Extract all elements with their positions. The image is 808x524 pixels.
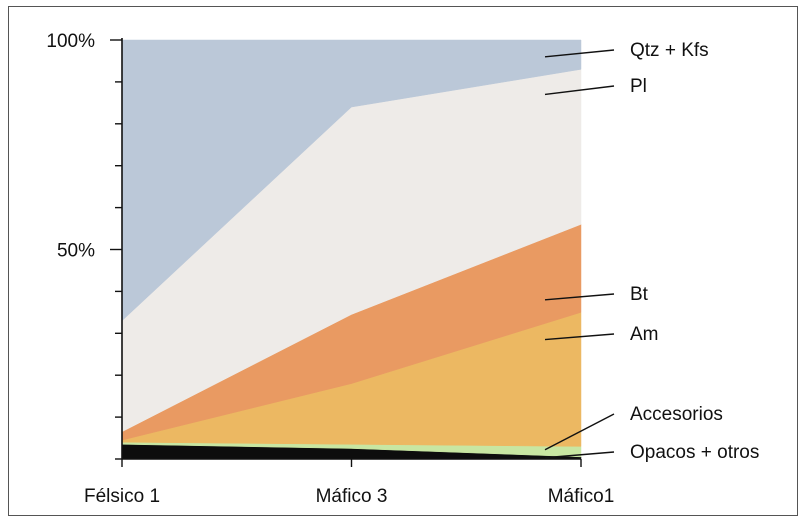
x-tick-label: Máfico1 <box>548 486 615 507</box>
legend-label-accesorios: Accesorios <box>630 404 723 425</box>
legend-leader-qtz-kfs <box>544 49 615 58</box>
legend-label-opacos-otros: Opacos + otros <box>630 442 759 463</box>
legend-leader-bt <box>544 293 615 301</box>
legend: Qtz + Kfs Pl Bt Am Accesorios Opacos + otros <box>544 40 759 463</box>
legend-leader-accesorios <box>544 413 615 451</box>
legend-label-qtz-kfs: Qtz + Kfs <box>630 40 709 61</box>
legend-leader-opacos-otros <box>544 451 615 459</box>
x-tick-label: Félsico 1 <box>84 486 160 507</box>
x-axis: Félsico 1 Máfico 3 Máfico1 <box>84 458 615 507</box>
legend-label-pl: Pl <box>630 76 647 97</box>
y-tick-label: 50% <box>57 241 95 262</box>
y-tick-label: 100% <box>46 31 95 52</box>
legend-leader-am <box>544 333 615 341</box>
legend-label-bt: Bt <box>630 284 649 305</box>
legend-leader-pl <box>544 85 615 96</box>
x-tick-label: Máfico 3 <box>316 486 388 507</box>
y-axis: 100% 50% <box>46 31 123 460</box>
legend-label-am: Am <box>630 324 659 345</box>
area-layer <box>121 39 582 460</box>
